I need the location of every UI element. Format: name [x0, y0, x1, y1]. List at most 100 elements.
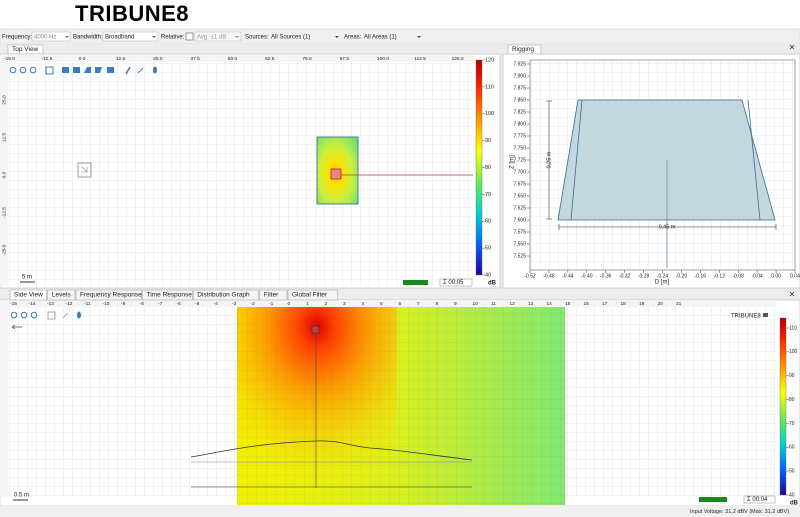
ruler-label: 37.5: [191, 56, 201, 62]
ruler-label: 7: [417, 301, 420, 307]
dropdown-arrow: [235, 36, 239, 38]
bottom-tab[interactable]: [259, 289, 288, 301]
close-button[interactable]: [789, 291, 795, 297]
bottom-tab[interactable]: [47, 289, 76, 301]
listener-mark: [81, 166, 88, 173]
top-view-grid: [8, 62, 473, 286]
y-tick-label: 7.775: [513, 133, 526, 139]
scale-label: 70: [485, 192, 491, 198]
relative-checkbox[interactable]: [185, 32, 194, 41]
y-tick-label: 7.625: [513, 205, 526, 211]
frequency-label: Frequency:: [2, 35, 32, 41]
y-tick-label: 7.725: [513, 157, 526, 163]
bottom-tab[interactable]: [75, 289, 142, 301]
bottom-tab-label: Global Filter: [292, 292, 328, 299]
ruler-label: 12.5: [116, 56, 126, 62]
area-tool[interactable]: [95, 67, 102, 73]
scale-label: 70: [789, 421, 795, 427]
zoom-out-tool[interactable]: [30, 311, 38, 319]
y-tick-label: 7.800: [513, 121, 526, 127]
lock-icon[interactable]: [763, 313, 768, 317]
height-label: 0,25 m: [546, 151, 552, 168]
x-tick-label: -0.44: [562, 273, 574, 279]
measure-tool[interactable]: [137, 67, 144, 74]
side-timer: Σ 00:04: [747, 497, 768, 503]
ruler-label: 20: [658, 301, 664, 307]
scale-label: 80: [789, 397, 795, 403]
frequency-select[interactable]: [31, 31, 71, 42]
area-tool[interactable]: [62, 67, 69, 73]
measure-tool[interactable]: [62, 312, 69, 319]
bottom-tab[interactable]: [192, 289, 260, 301]
areas-select[interactable]: [362, 32, 426, 41]
bottom-tab-label: Side View: [14, 292, 43, 299]
relative-label: Relative:: [161, 35, 185, 41]
sources-value: All Sources (1): [271, 35, 310, 41]
fit-tool[interactable]: [47, 311, 56, 320]
y-tick-label: 7.900: [513, 73, 526, 79]
status-bar: [0, 506, 800, 517]
y-tick-label: 7.750: [513, 145, 526, 151]
ruler-label: 87.5: [340, 56, 350, 62]
ruler-label: -25.0: [1, 244, 7, 255]
x-tick-label: -0.48: [543, 273, 555, 279]
source-tool[interactable]: [153, 66, 157, 74]
ruler-label: -12: [66, 301, 73, 307]
scale-label: 60: [485, 219, 491, 225]
frequency-value: 4000 Hz: [34, 35, 56, 41]
relative-select[interactable]: [194, 31, 242, 42]
zoom-in-tool[interactable]: [20, 311, 28, 319]
zoom-tool[interactable]: [9, 66, 17, 74]
y-tick-label: 7.700: [513, 169, 526, 175]
scale-label: 110: [789, 325, 797, 331]
line-tool[interactable]: [125, 66, 131, 75]
ruler-label: -10: [103, 301, 110, 307]
rigging-y-label: Z [m]: [510, 155, 516, 169]
zoom-in-tool[interactable]: [19, 66, 27, 74]
sources-select[interactable]: [269, 32, 341, 41]
ruler-label: 0: [288, 301, 291, 307]
progress-bar: [699, 497, 727, 502]
ruler-label: 17: [602, 301, 608, 307]
source-tool[interactable]: [77, 311, 81, 319]
top-scale-unit: dB: [488, 281, 497, 287]
top-timer: Σ 00:05: [443, 280, 464, 286]
ruler-label: -15.0: [4, 56, 15, 62]
zoom-tool[interactable]: [10, 311, 18, 319]
fit-tool[interactable]: [45, 66, 54, 75]
zoom-out-tool[interactable]: [29, 66, 37, 74]
scale-label: 40: [485, 272, 491, 278]
scale-label: 110: [485, 84, 494, 90]
x-tick-label: -0.20: [676, 273, 688, 279]
bandwidth-select[interactable]: [102, 31, 159, 42]
bottom-tab[interactable]: [142, 289, 193, 301]
bottom-tab[interactable]: [287, 289, 338, 301]
ruler-label: 9: [454, 301, 457, 307]
ruler-label: 6: [399, 301, 402, 307]
dropdown-arrow: [335, 36, 339, 38]
y-tick-label: 7.875: [513, 85, 526, 91]
area-tool[interactable]: [73, 67, 80, 73]
direction-arrow[interactable]: [11, 324, 22, 330]
scale-label: 50: [485, 246, 491, 252]
x-tick-label: -0.40: [581, 273, 593, 279]
ruler-label: 3: [343, 301, 346, 307]
x-tick-label: -0.36: [600, 273, 612, 279]
ruler-label: 16: [584, 301, 590, 307]
y-tick-label: 7.525: [513, 253, 526, 259]
area-tool[interactable]: [84, 67, 91, 73]
bottom-tab-label: Levels: [52, 292, 72, 299]
ruler-label: -6: [177, 301, 182, 307]
bottom-tab-label: Distribution Graph: [197, 292, 250, 299]
close-button[interactable]: [789, 44, 795, 50]
ruler-label: 19: [639, 301, 645, 307]
bottom-tab-label: Frequency Response: [80, 292, 142, 299]
scale-label: 100: [485, 111, 494, 117]
bandwidth-value: Broadband: [105, 35, 134, 41]
bottom-tab[interactable]: [9, 289, 48, 301]
rigging-cabinet: [557, 99, 776, 221]
area-tool[interactable]: [107, 67, 114, 73]
scale-label: 60: [789, 445, 795, 451]
